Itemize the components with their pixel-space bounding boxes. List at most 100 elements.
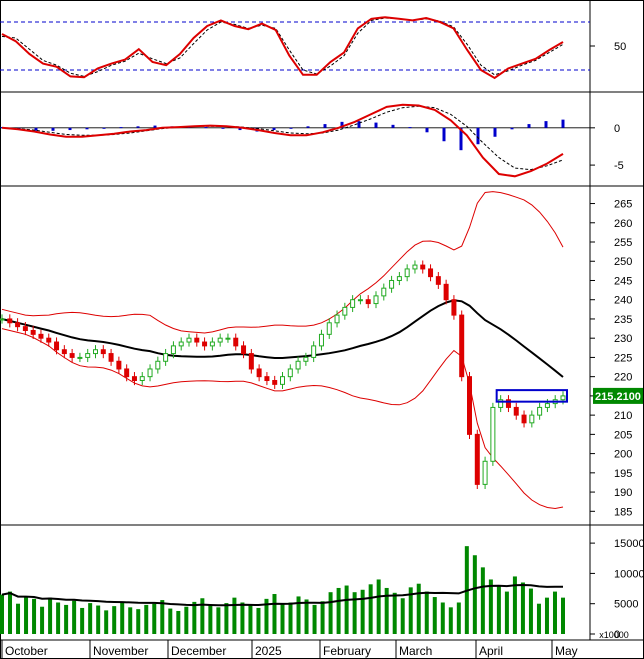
volume-bar — [336, 587, 341, 634]
volume-bar — [536, 603, 541, 634]
volume-bar — [248, 605, 253, 634]
candle-body — [513, 406, 519, 416]
histogram-bar — [510, 127, 514, 130]
volume-bar — [552, 591, 557, 634]
candle-body — [131, 376, 137, 382]
y-tick-label: 255 — [614, 237, 632, 249]
candle-body — [22, 326, 28, 331]
volume-bar — [408, 587, 413, 634]
candle-body — [357, 299, 363, 302]
histogram-bar — [102, 127, 106, 129]
y-tick-label: 205 — [614, 429, 632, 441]
candle-body — [186, 337, 192, 343]
candle-body — [342, 306, 348, 316]
volume-bar — [0, 594, 4, 634]
macd-line — [1, 103, 564, 178]
volume-bar — [384, 587, 389, 634]
histogram-bar — [374, 122, 378, 128]
histogram-bar — [221, 127, 225, 129]
y-tick-label: 10000 — [614, 568, 644, 580]
volume-unit-label: x10000 — [599, 630, 629, 640]
y-tick-label: 210 — [614, 410, 632, 422]
candle-body — [521, 414, 527, 424]
volume-bar — [480, 567, 485, 634]
candle-body — [350, 299, 356, 308]
last-price-label: 215.2100 — [595, 391, 641, 403]
histogram-bar — [0, 127, 4, 129]
histogram-bar — [459, 127, 463, 151]
candle-body — [0, 318, 5, 321]
candle-body — [38, 333, 44, 339]
y-tick-label: 220 — [614, 372, 632, 384]
volume-bar — [288, 602, 293, 634]
candle-body — [396, 276, 402, 281]
candle-body — [435, 276, 441, 285]
histogram-bar — [204, 127, 208, 129]
volume-bar — [144, 604, 149, 634]
y-tick-label: 15000 — [614, 538, 644, 550]
candle-body — [241, 345, 247, 355]
volume-bar — [472, 555, 477, 634]
candle-body — [30, 329, 36, 335]
volume-bar — [160, 600, 165, 634]
histogram-bar — [306, 126, 310, 128]
volume-bar — [232, 597, 237, 634]
histogram-bar — [238, 127, 242, 131]
volume-bar — [264, 598, 269, 634]
histogram-bar — [119, 127, 123, 129]
volume-bar — [280, 604, 285, 634]
volume-bar — [48, 597, 53, 634]
candle-body — [467, 376, 472, 435]
candle-body — [147, 368, 153, 378]
candle-body — [303, 356, 309, 362]
month-label: October — [5, 644, 48, 658]
candle-body — [46, 337, 52, 343]
month-label: February — [323, 644, 371, 658]
volume-bar — [128, 607, 133, 634]
macd-panel: 0 -5 — [0, 103, 624, 178]
candle-body — [256, 368, 262, 378]
volume-panel: 0 5000 10000 15000 x10000 — [0, 538, 644, 641]
y-tick-label: 250 — [614, 256, 632, 268]
candle-body — [287, 368, 293, 378]
y-tick-label: 225 — [614, 352, 632, 364]
y-tick-label: 260 — [614, 218, 632, 230]
candle-body — [482, 460, 488, 485]
volume-bar — [192, 601, 197, 634]
month-label: April — [479, 644, 503, 658]
histogram-bar — [153, 125, 157, 128]
histogram-bar — [34, 127, 38, 131]
candle-body — [209, 341, 215, 347]
candle-body — [139, 376, 145, 382]
candle-body — [451, 299, 457, 316]
candle-body — [295, 360, 301, 370]
volume-bar — [328, 592, 333, 634]
volume-bar — [224, 603, 229, 634]
candle-body — [100, 349, 106, 355]
volume-bar — [56, 602, 61, 634]
volume-bar — [512, 576, 517, 634]
volume-bar — [432, 597, 437, 634]
y-tick-label: 0 — [614, 629, 620, 641]
x-axis: October November December 2025 February March… — [1, 640, 578, 659]
histogram-bar — [357, 121, 361, 128]
month-label: November — [93, 644, 148, 658]
candle-body — [194, 337, 200, 343]
histogram-bar — [51, 127, 55, 131]
oscillator-line — [1, 16, 564, 80]
y-tick-label: 0 — [614, 123, 620, 135]
volume-bar — [392, 592, 397, 634]
candle-body — [420, 264, 426, 270]
volume-bar — [32, 598, 37, 634]
volume-bar — [240, 602, 245, 634]
candle-body — [217, 337, 223, 343]
volume-bar — [456, 602, 461, 634]
candle-body — [155, 360, 161, 370]
price-panel: 1851901952002052102152202252302352402452… — [0, 191, 643, 518]
histogram-bar — [136, 126, 140, 128]
histogram-bar — [340, 121, 344, 128]
candle-body — [544, 403, 550, 408]
month-label: March — [399, 644, 432, 658]
